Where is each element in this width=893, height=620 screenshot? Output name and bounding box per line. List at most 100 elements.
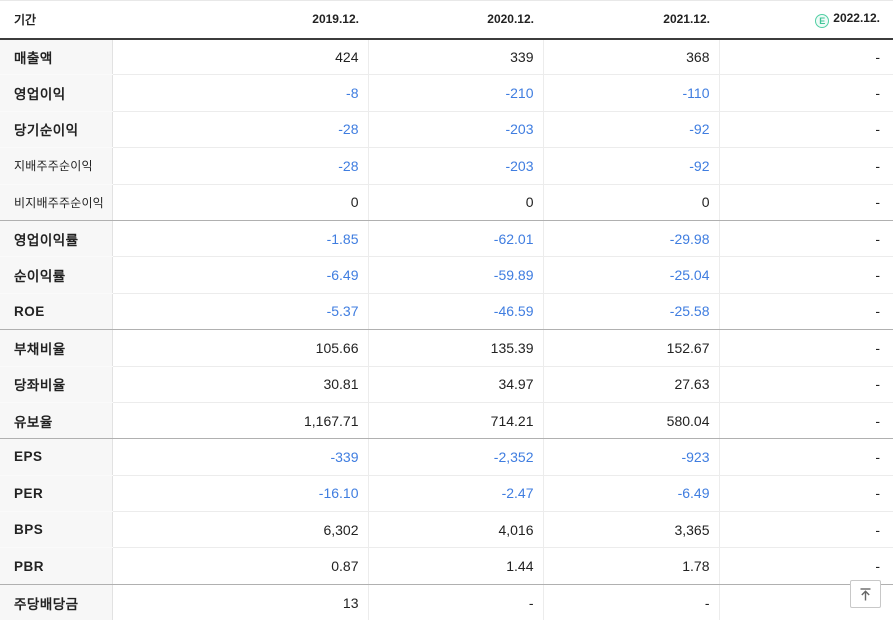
cell-value: - — [718, 184, 893, 221]
cell-value: -2.47 — [367, 475, 543, 513]
table-row: 당기순이익 -28 -203 -92 - — [0, 111, 893, 149]
cell-value: - — [718, 38, 893, 76]
cell-value: 368 — [542, 38, 719, 76]
row-label: 유보율 — [0, 402, 113, 440]
row-label: 당기순이익 — [0, 111, 113, 149]
cell-value: 4,016 — [367, 511, 543, 549]
estimate-badge-icon: E — [815, 13, 830, 28]
row-label: 비지배주주순이익 — [0, 184, 113, 221]
cell-value: -28 — [111, 147, 368, 185]
cell-value: 0.87 — [111, 547, 368, 585]
cell-value: 0 — [367, 184, 543, 221]
cell-value: 424 — [111, 38, 368, 76]
row-label: 순이익률 — [0, 256, 113, 294]
cell-value: 6,302 — [111, 511, 368, 549]
cell-value: 30.81 — [111, 366, 368, 403]
row-label: 영업이익 — [0, 74, 113, 112]
cell-value: 13 — [111, 584, 368, 620]
cell-value: -62.01 — [367, 220, 543, 258]
table-row: ROE -5.37 -46.59 -25.58 - — [0, 293, 893, 331]
row-label: 당좌비율 — [0, 366, 113, 403]
row-label: 부채비율 — [0, 329, 113, 367]
column-header-2022-estimate: E 2022.12. — [719, 0, 893, 40]
cell-value: -92 — [542, 147, 719, 185]
table-row: 부채비율 105.66 135.39 152.67 - — [0, 329, 893, 367]
cell-value: 1.44 — [367, 547, 543, 585]
scroll-to-top-button[interactable] — [850, 580, 881, 608]
cell-value: 34.97 — [367, 366, 543, 403]
cell-value: - — [718, 511, 893, 549]
cell-value: - — [718, 402, 893, 440]
table-row: 순이익률 -6.49 -59.89 -25.04 - — [0, 256, 893, 294]
table-row: 지배주주순이익 -28 -203 -92 - — [0, 147, 893, 185]
column-header-2021: 2021.12. — [543, 0, 719, 40]
cell-value: -5.37 — [111, 293, 368, 331]
table-row: 당좌비율 30.81 34.97 27.63 - — [0, 366, 893, 403]
cell-value: 0 — [111, 184, 368, 221]
cell-value: -339 — [111, 438, 368, 476]
cell-value: 0 — [542, 184, 719, 221]
table-row: 매출액 424 339 368 - — [0, 38, 893, 76]
cell-value: - — [367, 584, 543, 620]
cell-value: 1,167.71 — [111, 402, 368, 440]
row-label: PBR — [0, 547, 113, 585]
column-header-2019: 2019.12. — [112, 0, 368, 40]
cell-value: -8 — [111, 74, 368, 112]
table-row: 영업이익률 -1.85 -62.01 -29.98 - — [0, 220, 893, 258]
cell-value: -25.58 — [542, 293, 719, 331]
cell-value: 135.39 — [367, 329, 543, 367]
cell-value: - — [718, 220, 893, 258]
row-label: 매출액 — [0, 38, 113, 76]
cell-value: -16.10 — [111, 475, 368, 513]
row-label: 영업이익률 — [0, 220, 113, 258]
table-row: PBR 0.87 1.44 1.78 - — [0, 547, 893, 585]
cell-value: 580.04 — [542, 402, 719, 440]
cell-value: - — [718, 475, 893, 513]
cell-value: -92 — [542, 111, 719, 149]
cell-value: -210 — [367, 74, 543, 112]
cell-value: 339 — [367, 38, 543, 76]
arrow-up-to-top-icon — [860, 587, 871, 600]
table-row: 주당배당금 13 - - - — [0, 584, 893, 620]
row-label: BPS — [0, 511, 113, 549]
cell-value: -28 — [111, 111, 368, 149]
cell-value: - — [718, 293, 893, 331]
cell-value: - — [718, 329, 893, 367]
table-row: 영업이익 -8 -210 -110 - — [0, 74, 893, 112]
table-row: PER -16.10 -2.47 -6.49 - — [0, 475, 893, 513]
cell-value: - — [718, 438, 893, 476]
cell-value: -203 — [367, 147, 543, 185]
period-header-label: 기간 — [0, 0, 112, 40]
row-label: 지배주주순이익 — [0, 147, 113, 185]
table-row: 유보율 1,167.71 714.21 580.04 - — [0, 402, 893, 440]
table-row: EPS -339 -2,352 -923 - — [0, 438, 893, 476]
cell-value: 3,365 — [542, 511, 719, 549]
cell-value: 152.67 — [542, 329, 719, 367]
cell-value: - — [718, 147, 893, 185]
table-header-row: 기간 2019.12. 2020.12. 2021.12. E 2022.12. — [0, 0, 893, 40]
cell-value: -46.59 — [367, 293, 543, 331]
cell-value: -6.49 — [542, 475, 719, 513]
row-label: PER — [0, 475, 113, 513]
row-label: 주당배당금 — [0, 584, 113, 620]
cell-value: -25.04 — [542, 256, 719, 294]
cell-value: - — [542, 584, 719, 620]
cell-value: -59.89 — [367, 256, 543, 294]
cell-value: -2,352 — [367, 438, 543, 476]
cell-value: -923 — [542, 438, 719, 476]
row-label: ROE — [0, 293, 113, 331]
cell-value: 27.63 — [542, 366, 719, 403]
row-label: EPS — [0, 438, 113, 476]
column-header-2020: 2020.12. — [368, 0, 543, 40]
cell-value: 1.78 — [542, 547, 719, 585]
cell-value: - — [718, 366, 893, 403]
cell-value: - — [718, 547, 893, 585]
cell-value: 105.66 — [111, 329, 368, 367]
cell-value: 714.21 — [367, 402, 543, 440]
cell-value: -203 — [367, 111, 543, 149]
cell-value: - — [718, 74, 893, 112]
cell-value: -6.49 — [111, 256, 368, 294]
cell-value: -1.85 — [111, 220, 368, 258]
